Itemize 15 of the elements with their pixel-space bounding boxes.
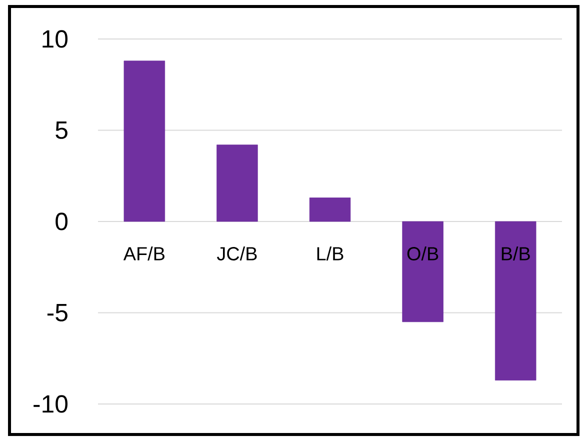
x-tick-label: B/B xyxy=(502,246,530,260)
x-tick-label: AF/B xyxy=(123,246,164,260)
y-tick-label: 10 xyxy=(42,30,68,48)
x-tick-label: L/B xyxy=(317,246,344,260)
y-tick-label: -10 xyxy=(34,395,68,413)
bar xyxy=(309,198,351,222)
bar xyxy=(402,221,444,322)
y-tick-label: -5 xyxy=(47,304,68,322)
x-tick-label: JC/B xyxy=(216,246,257,260)
bar xyxy=(124,60,166,222)
bar xyxy=(216,144,258,222)
x-tick-label: O/B xyxy=(407,246,438,260)
y-tick-label: 5 xyxy=(56,122,68,139)
bar xyxy=(494,221,536,380)
y-tick-label: 0 xyxy=(56,212,68,230)
